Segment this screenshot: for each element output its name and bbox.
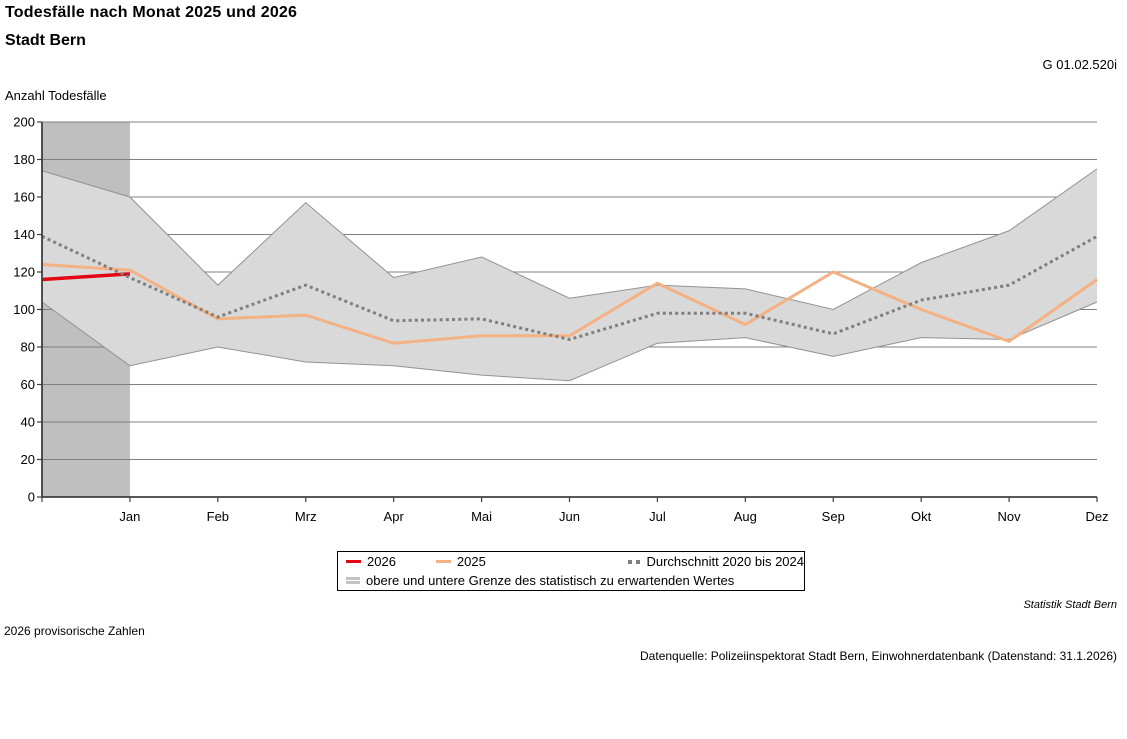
y-tick-label: 60 — [21, 377, 35, 392]
y-tick-label: 80 — [21, 340, 35, 355]
legend-item-2025: 2025 — [435, 552, 486, 571]
x-tick-label-feb: Feb — [207, 509, 229, 524]
legend-row-band: obere und untere Grenze des statistisch … — [338, 571, 804, 590]
band-upper-edge — [41, 168, 1098, 311]
band-lower-edge — [41, 301, 1098, 382]
legend-2025-line-swatch — [435, 560, 451, 563]
graphic-code: G 01.02.520i — [1042, 57, 1117, 72]
legend-item-2026: 2026 — [346, 552, 396, 571]
y-tick-label: 200 — [13, 115, 35, 130]
series-line-durchschnitt-2020-bis-2024 — [41, 235, 1098, 342]
x-tick-label-jun: Jun — [559, 509, 580, 524]
data-source: Datenquelle: Polizeiinspektorat Stadt Be… — [640, 649, 1117, 663]
attribution: Statistik Stadt Bern — [1023, 599, 1117, 611]
legend-average-label: Durchschnitt 2020 bis 2024 — [646, 554, 804, 569]
x-tick-label-okt: Okt — [911, 509, 932, 524]
legend-2026-line-swatch — [346, 560, 361, 563]
x-tick-label-jan: Jan — [119, 509, 140, 524]
x-tick-label-mrz: Mrz — [295, 509, 317, 524]
y-axis-title: Anzahl Todesfälle — [5, 88, 107, 103]
x-tick-label-apr: Apr — [384, 509, 405, 524]
confidence-band — [42, 168, 1097, 381]
legend-row-series: 2026 2025 Durchschnitt 2020 bis 2024 — [338, 552, 804, 571]
x-tick-label-mai: Mai — [471, 509, 492, 524]
legend-band-swatch — [346, 577, 360, 584]
series-line-2025 — [41, 263, 1098, 345]
legend-2025-label: 2025 — [456, 554, 486, 569]
series-line-2026 — [41, 272, 131, 282]
legend-average-dotted-swatch — [628, 559, 641, 564]
legend-2026-label: 2026 — [367, 554, 396, 569]
provisional-note: 2026 provisorische Zahlen — [4, 624, 145, 638]
y-tick-label: 120 — [13, 265, 35, 280]
y-tick-label: 20 — [21, 452, 35, 467]
y-tick-label: 40 — [21, 415, 35, 430]
y-tick-label: 100 — [13, 302, 35, 317]
x-tick-label-nov: Nov — [998, 509, 1022, 524]
x-tick-label-aug: Aug — [734, 509, 757, 524]
x-tick-label-dez: Dez — [1085, 509, 1108, 524]
x-tick-label-sep: Sep — [822, 509, 845, 524]
legend-band-label: obere und untere Grenze des statistisch … — [366, 573, 735, 588]
x-tick-label-jul: Jul — [649, 509, 666, 524]
y-tick-label: 140 — [13, 227, 35, 242]
y-tick-label: 160 — [13, 190, 35, 205]
page-title: Todesfälle nach Monat 2025 und 2026 — [5, 4, 298, 21]
y-tick-label: 180 — [13, 152, 35, 167]
legend: 2026 2025 Durchschnitt 2020 bis 2024 obe… — [337, 551, 805, 591]
legend-item-average: Durchschnitt 2020 bis 2024 — [628, 552, 804, 571]
page-subtitle: Stadt Bern — [5, 32, 86, 49]
y-tick-label: 0 — [28, 490, 35, 505]
